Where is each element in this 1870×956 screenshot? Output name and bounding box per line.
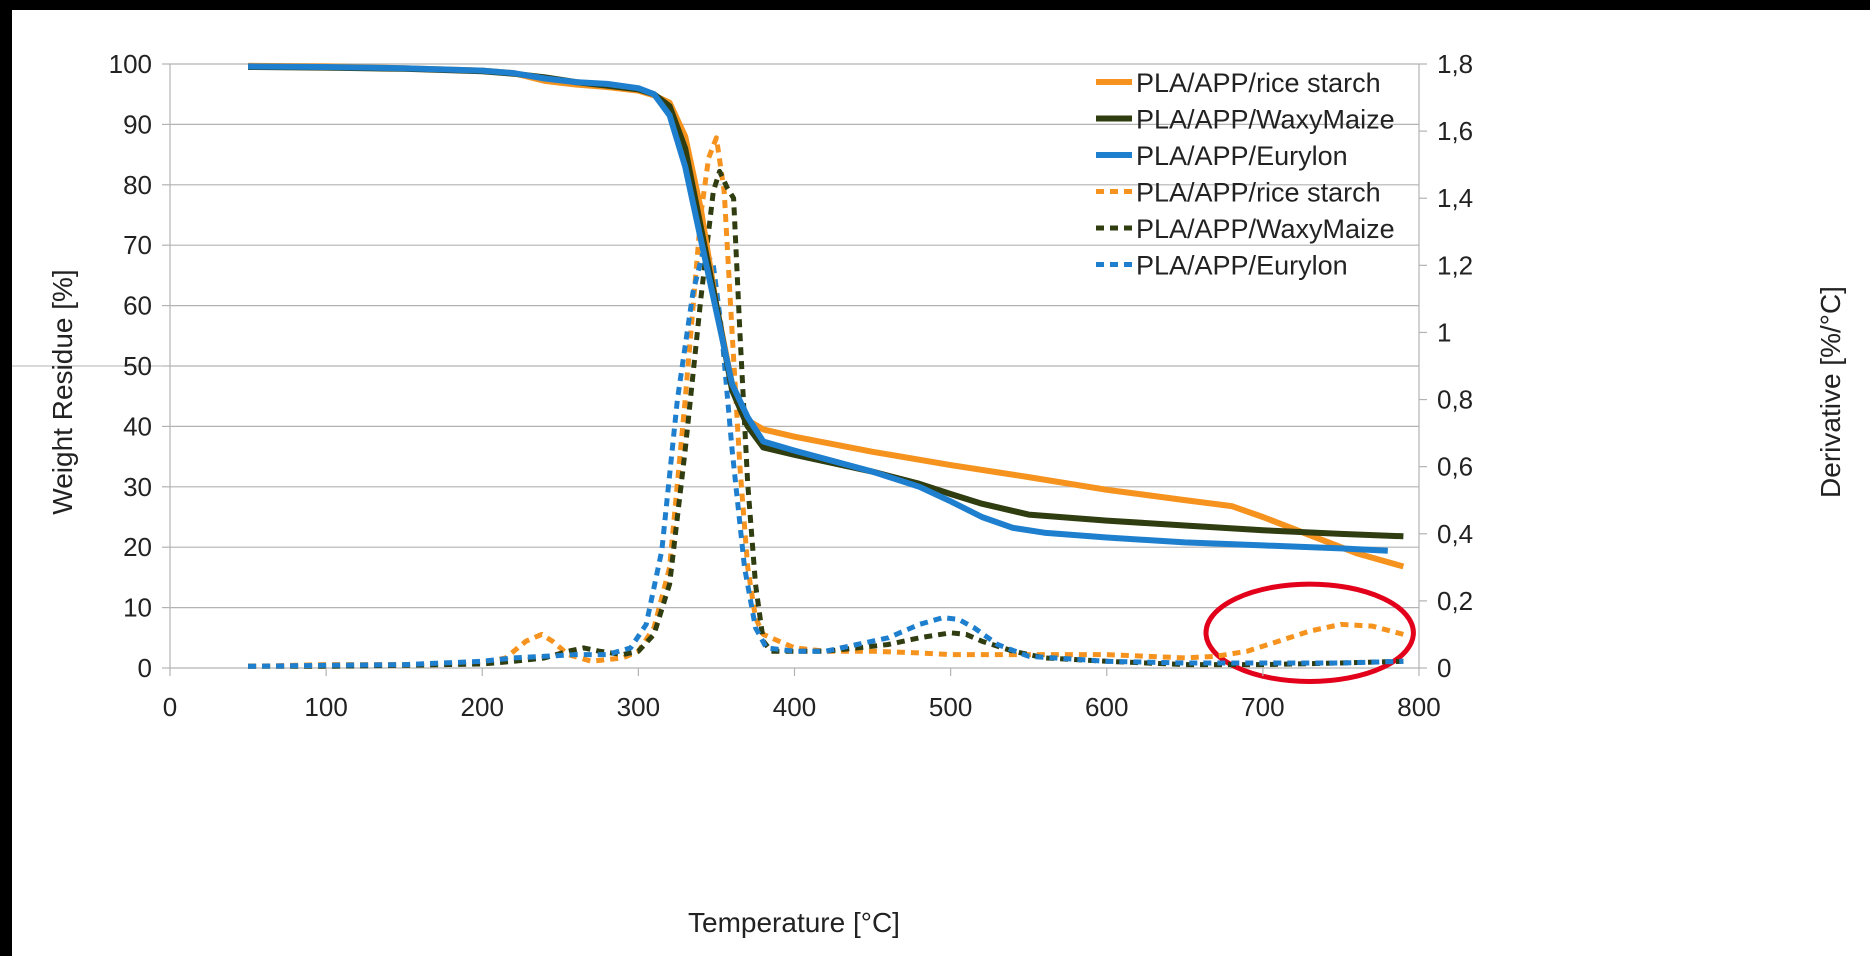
legend: PLA/APP/rice starch PLA/APP/WaxyMaize PLA/…	[1096, 68, 1395, 281]
y-tick-label: 10	[123, 593, 152, 623]
x-tick-label: 800	[1397, 692, 1440, 722]
y-tick-label: 70	[123, 230, 152, 260]
chart-card: 0 100 200 300 400 500 600 700 800 0 10 20 30 40 50 60 7…	[12, 10, 1870, 956]
y-tick-label: 100	[109, 49, 152, 79]
x-tick-label: 500	[929, 692, 972, 722]
chart-svg: 0 100 200 300 400 500 600 700 800 01020304050607…	[12, 49, 1846, 938]
y2-axis-ticks: 0 0,2 0,4 0,6 0,8 1 1,2 1,4 1,6 1,8	[1419, 49, 1473, 683]
y2-tick-label: 0	[1437, 653, 1451, 683]
y-tick-label: 50	[123, 351, 152, 381]
y-tick-label: 20	[123, 532, 152, 562]
x-tick-label: 600	[1085, 692, 1128, 722]
legend-label: PLA/APP/Eurylon	[1136, 251, 1348, 281]
y2-tick-label: 0,2	[1437, 586, 1473, 616]
grid-lines	[12, 63, 1420, 669]
highlight-ellipse	[1203, 581, 1416, 684]
y2-tick-label: 1,6	[1437, 116, 1473, 146]
y-tick-label: 80	[123, 170, 152, 200]
y2-tick-label: 0,8	[1437, 385, 1473, 415]
y-tick-label: 40	[123, 411, 152, 441]
x-tick-label: 300	[617, 692, 660, 722]
y2-tick-label: 1,4	[1437, 183, 1473, 213]
x-tick-label: 400	[773, 692, 816, 722]
y2-tick-label: 1,2	[1437, 250, 1473, 280]
y-axis-ticks: 0 10 20 30 40 50 60 70 80 90 100	[109, 49, 170, 683]
annotation-layer	[1203, 581, 1416, 684]
y-tick-label: 0	[138, 653, 152, 683]
y-tick-label: 30	[123, 472, 152, 502]
weight-line-1	[248, 64, 1404, 540]
x-axis-ticks: 0 100 200 300 400 500 600 700 800	[163, 668, 1441, 722]
y-axis-title: Weight Residue [%]	[47, 269, 78, 514]
legend-label: PLA/APP/WaxyMaize	[1136, 214, 1395, 244]
legend-label: PLA/APP/rice starch	[1136, 178, 1381, 208]
x-tick-label: 700	[1241, 692, 1284, 722]
y2-tick-label: 1	[1437, 317, 1451, 347]
series-lines	[248, 62, 1405, 669]
legend-label: PLA/APP/WaxyMaize	[1136, 105, 1395, 135]
x-tick-label: 100	[304, 692, 347, 722]
y-tick-label: 60	[123, 291, 152, 321]
weight-line-2	[248, 63, 1388, 554]
x-axis-title: Temperature [°C]	[688, 907, 900, 938]
y2-tick-label: 0,6	[1437, 452, 1473, 482]
y-tick-label: 90	[123, 109, 152, 139]
y2-tick-label: 1,8	[1437, 49, 1473, 79]
derivative-line-3	[248, 135, 1405, 669]
y2-tick-label: 0,4	[1437, 519, 1473, 549]
x-tick-label: 200	[461, 692, 504, 722]
derivative-line-4	[248, 168, 1404, 669]
legend-label: PLA/APP/rice starch	[1136, 68, 1381, 98]
x-tick-label: 0	[163, 692, 177, 722]
y2-axis-title: Derivative [%/°C]	[1815, 286, 1846, 498]
legend-label: PLA/APP/Eurylon	[1136, 141, 1348, 171]
